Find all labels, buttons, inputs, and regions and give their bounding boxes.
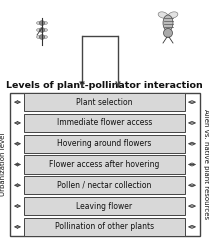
Ellipse shape [40, 35, 45, 39]
Text: Plant selection: Plant selection [76, 98, 133, 107]
Ellipse shape [40, 28, 45, 32]
Bar [24, 218, 185, 236]
Ellipse shape [42, 28, 47, 32]
Ellipse shape [42, 21, 47, 25]
Ellipse shape [37, 35, 42, 39]
Bar [24, 155, 185, 174]
Text: Leaving flower: Leaving flower [76, 201, 133, 211]
Ellipse shape [42, 35, 47, 39]
Bar [24, 114, 185, 132]
Text: Pollen / nectar collection: Pollen / nectar collection [57, 181, 152, 190]
Ellipse shape [40, 21, 45, 25]
Ellipse shape [158, 12, 168, 18]
Ellipse shape [40, 35, 45, 39]
Circle shape [163, 28, 172, 38]
Bar [24, 197, 185, 215]
Circle shape [40, 20, 45, 26]
Ellipse shape [163, 15, 173, 31]
Ellipse shape [168, 12, 178, 18]
Text: Hovering around flowers: Hovering around flowers [57, 139, 152, 148]
Ellipse shape [37, 28, 42, 32]
Bar [24, 176, 185, 194]
Text: Immediate flower access: Immediate flower access [57, 118, 152, 127]
Text: Levels of plant-pollinator interaction: Levels of plant-pollinator interaction [6, 81, 203, 91]
Text: Flower access after hovering: Flower access after hovering [49, 160, 160, 169]
Ellipse shape [40, 21, 45, 25]
Bar [10, 93, 200, 236]
Circle shape [40, 27, 45, 33]
Circle shape [40, 34, 45, 40]
Text: Pollination of other plants: Pollination of other plants [55, 222, 154, 231]
Text: Urbanization level: Urbanization level [0, 133, 6, 196]
Text: Alien vs. native plant resources: Alien vs. native plant resources [203, 109, 209, 220]
Bar [24, 93, 185, 111]
Bar [24, 134, 185, 153]
Ellipse shape [40, 28, 45, 32]
Ellipse shape [37, 21, 42, 25]
